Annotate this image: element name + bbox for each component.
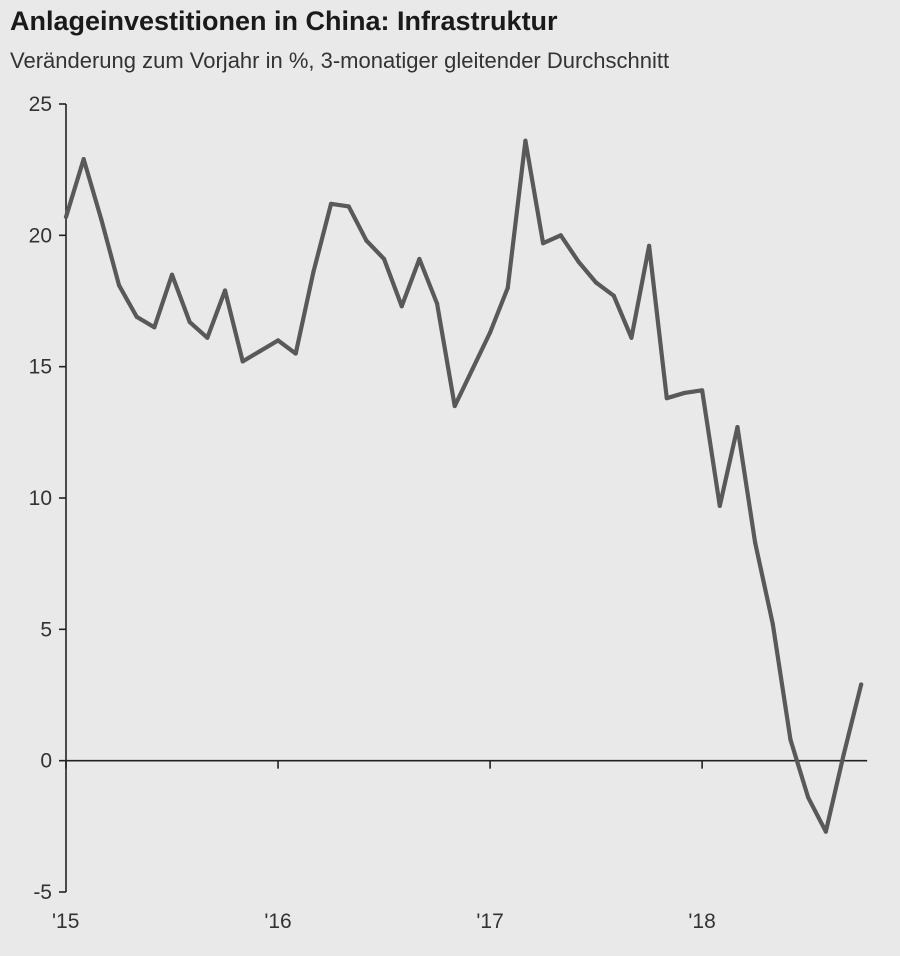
x-tick-label: '17 [476,910,503,933]
data-point [859,682,864,687]
data-point [293,351,298,356]
x-tick-label: '15 [52,910,79,933]
data-point [664,396,669,401]
data-point [328,201,334,206]
y-tick-label: -5 [33,881,52,904]
data-point [346,204,351,209]
y-tick-label: 5 [40,618,52,641]
data-point [611,293,616,298]
x-axis-ticks: '15 '16 '17 '18 [52,760,716,933]
data-point [682,390,687,396]
data-point [81,157,86,162]
data-point [788,737,793,742]
y-tick-label: 15 [29,356,52,379]
y-tick-label: 20 [29,224,52,247]
y-tick-label: 0 [40,750,52,773]
data-point [629,335,634,340]
data-point [594,280,599,285]
data-point [134,314,139,319]
data-point [770,621,775,627]
data-point [99,217,104,222]
data-point [258,348,263,354]
data-point [717,503,722,508]
data-point [523,138,528,143]
data-point [364,238,369,243]
data-point [700,388,705,393]
data-point [381,256,387,262]
series-group [63,138,864,834]
data-point [452,403,457,409]
data-point [505,285,510,290]
data-point [823,829,828,834]
data-point [470,367,475,372]
y-tick-label: 10 [29,487,52,510]
y-tick-label: 25 [29,93,52,116]
data-point [647,243,652,248]
data-point [434,301,440,306]
y-axis-ticks: -5 0 5 10 15 20 25 [29,93,66,904]
data-point [558,233,563,238]
chart-subtitle: Veränderung zum Vorjahr in %, 3-monatige… [10,48,670,73]
x-tick-label: '16 [264,910,291,933]
data-point [275,338,281,343]
data-point [841,753,846,758]
data-point [116,283,122,288]
data-point [806,795,811,800]
data-point [540,241,546,246]
data-point [311,270,316,275]
data-point [240,359,245,364]
data-point [187,319,192,325]
data-point [576,259,581,264]
data-point [63,214,69,220]
data-point [487,330,493,335]
x-tick-label: '18 [688,910,715,933]
data-point [417,256,422,262]
data-point [152,325,157,330]
data-point [735,424,740,430]
data-point [205,335,210,340]
data-point [753,540,758,545]
chart-title: Anlageinvestitionen in China: Infrastruk… [10,6,558,36]
data-point [169,272,175,277]
data-point [399,304,404,309]
data-point [222,288,228,293]
series-line [63,138,864,834]
